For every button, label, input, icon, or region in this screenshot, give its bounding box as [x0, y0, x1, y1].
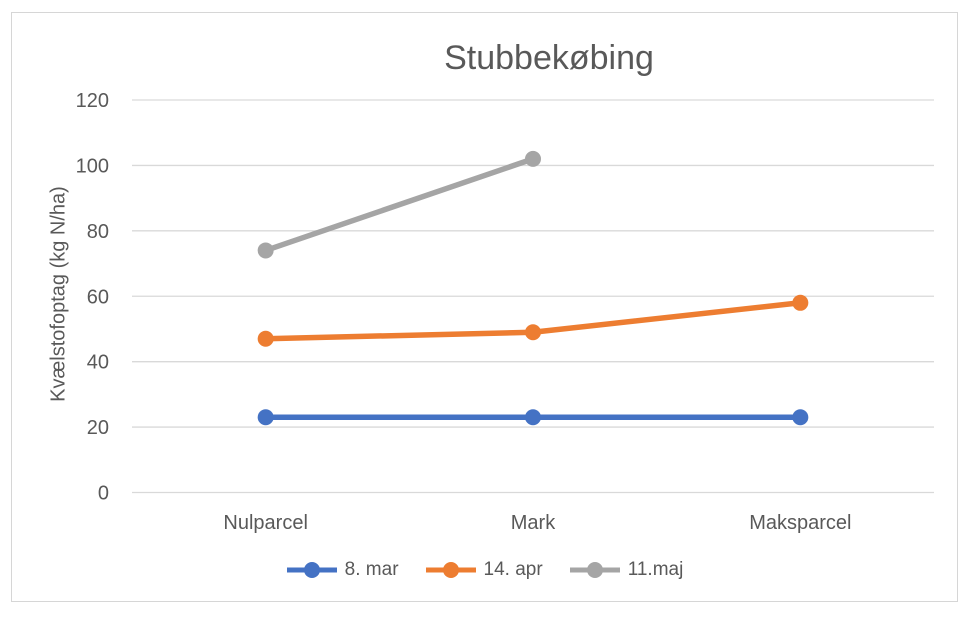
y-tick-label: 60 [87, 286, 109, 308]
legend-label: 8. mar [344, 559, 399, 580]
y-tick-label: 20 [87, 417, 109, 439]
chart-frame: 0 20 40 60 80 100 120 Nulparcel Mark Maksparcel S… [11, 12, 958, 602]
legend-label: 11.maj [627, 559, 684, 580]
legend-label: 14. apr [483, 559, 543, 580]
x-category-label: Maksparcel [749, 512, 851, 534]
x-category-label: Mark [511, 512, 556, 534]
data-point-11-maj [257, 242, 274, 259]
series-line-11-maj [262, 156, 536, 254]
y-tick-label: 80 [87, 221, 109, 243]
y-tick-label: 100 [76, 155, 109, 177]
data-point-8-mar [525, 409, 541, 426]
y-axis-title: Kvælstofoptag (kg N/ha) [47, 186, 70, 402]
x-category-label: Nulparcel [223, 512, 307, 534]
data-point-14-apr [792, 294, 809, 311]
legend-item: 14. apr [425, 559, 543, 581]
legend-marker-icon [569, 562, 620, 578]
plot-svg: 0 20 40 60 80 100 120 Nulparcel Mark Maksparcel [76, 90, 934, 534]
chart-title: Stubbekøbing [444, 39, 654, 77]
y-tick-label: 120 [76, 90, 109, 112]
y-tick-label: 40 [87, 352, 109, 374]
legend-item: 11.maj [569, 559, 684, 581]
data-point-14-apr [525, 324, 541, 341]
data-point-14-apr [257, 330, 274, 347]
data-point-11-maj [525, 150, 541, 167]
legend: 8. mar 14. apr 11.maj [12, 558, 957, 582]
y-tick-label: 0 [98, 483, 109, 505]
legend-marker-icon [425, 562, 476, 578]
data-point-8-mar [257, 409, 274, 426]
legend-item: 8. mar [286, 559, 399, 581]
legend-marker-icon [286, 562, 337, 578]
data-point-8-mar [792, 409, 809, 426]
